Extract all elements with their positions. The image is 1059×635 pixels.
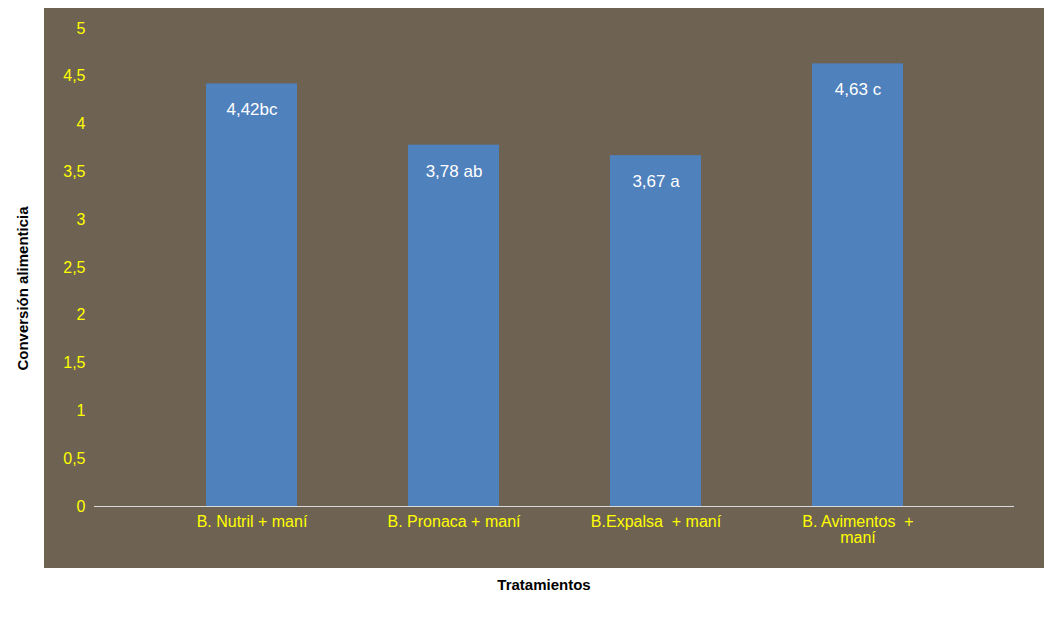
svg-text:2,5: 2,5 [63, 259, 85, 276]
svg-text:3,5: 3,5 [63, 163, 85, 180]
svg-text:B. Avimentos +maní: B. Avimentos +maní [802, 513, 913, 546]
svg-text:1,5: 1,5 [63, 354, 85, 371]
svg-text:5: 5 [77, 20, 86, 37]
svg-text:B. Nutril + maní: B. Nutril + maní [197, 513, 308, 530]
svg-text:0: 0 [77, 498, 86, 515]
svg-text:B.Expalsa + maní: B.Expalsa + maní [591, 513, 722, 530]
svg-text:4,42bc: 4,42bc [226, 100, 278, 119]
svg-text:4,63 c: 4,63 c [835, 80, 882, 99]
svg-text:0,5: 0,5 [63, 450, 85, 467]
html-text:Tratamientos: Tratamientos [497, 576, 591, 593]
svg-text:3,78 ab: 3,78 ab [426, 162, 483, 181]
svg-text:3,67 a: 3,67 a [632, 172, 680, 191]
svg-text:B. Pronaca + maní: B. Pronaca + maní [388, 513, 522, 530]
svg-text:3: 3 [77, 211, 86, 228]
html-text:Conversión alimenticia: Conversión alimenticia [13, 205, 31, 371]
svg-text:1: 1 [77, 402, 86, 419]
svg-text:2: 2 [77, 306, 86, 323]
svg-text:4: 4 [77, 115, 86, 132]
svg-text:4,5: 4,5 [63, 67, 85, 84]
